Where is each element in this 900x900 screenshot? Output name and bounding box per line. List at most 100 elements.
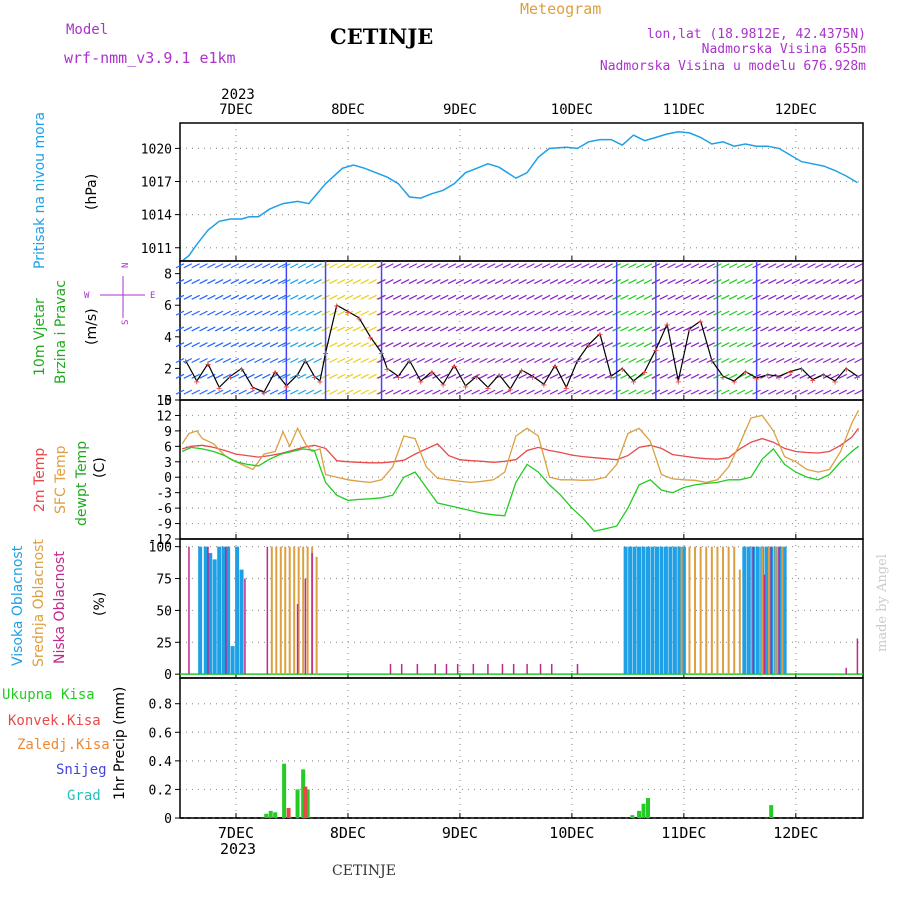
wind-barb	[416, 263, 425, 269]
wind-barb	[289, 389, 299, 395]
wind-barb	[682, 342, 692, 348]
wind-barb	[690, 326, 700, 332]
wind-barb	[588, 294, 598, 300]
wind-ylabel-2: Brzina i Pravac	[53, 280, 69, 384]
wind-barb	[222, 278, 232, 285]
wind-barb	[783, 326, 793, 332]
wind-barb	[344, 389, 354, 395]
cloud-bar	[778, 546, 780, 675]
wind-barb	[526, 263, 535, 269]
precip-panel: 0 0.2 0.4 0.6 0.8	[149, 677, 864, 827]
wind-barb	[667, 263, 676, 269]
wind-barb	[183, 373, 193, 379]
wind-gust-marker: +	[686, 325, 692, 336]
wind-barb	[635, 278, 645, 285]
wind-barb	[526, 326, 535, 332]
wind-barb	[620, 373, 629, 379]
wind-barb	[721, 389, 730, 395]
wind-barb	[487, 278, 496, 285]
panel-frame	[179, 399, 864, 540]
cloud-bar	[774, 546, 777, 675]
wind-gust-marker: +	[323, 349, 329, 360]
wind-barb	[667, 389, 676, 395]
wind-barb	[230, 357, 240, 364]
wind-barb	[854, 373, 863, 379]
cloud-bar	[526, 663, 528, 675]
wind-barb	[846, 357, 855, 364]
wind-barb	[344, 294, 354, 300]
top-day-label: 12DEC	[775, 102, 817, 118]
wind-barb	[269, 357, 279, 364]
wind-barb	[261, 342, 271, 348]
wind-barb	[643, 278, 653, 285]
wind-barb	[620, 357, 629, 364]
wind-barb	[207, 310, 216, 316]
wind-barb	[385, 373, 394, 379]
wind-barb	[768, 326, 777, 332]
wind-barb	[534, 357, 543, 364]
wind-barb	[815, 326, 824, 332]
wind-gust-marker: +	[250, 383, 256, 394]
cloud-bar	[770, 546, 772, 675]
wind-barb	[246, 310, 255, 316]
cloud-bar	[680, 546, 683, 675]
wind-barb	[246, 263, 255, 269]
wind-barb	[455, 310, 465, 316]
wind-barb	[455, 342, 465, 348]
wind-barb	[604, 294, 614, 300]
wind-barb	[183, 389, 193, 395]
wind-barb	[643, 294, 653, 300]
wind-barb	[628, 357, 637, 364]
wind-speed-line	[185, 304, 858, 393]
wind-barb	[439, 278, 449, 285]
wind-barb	[487, 373, 496, 379]
wind-barb	[581, 294, 590, 300]
wind-barb	[392, 389, 402, 395]
wind-barb	[675, 389, 684, 395]
wind-barb	[760, 342, 769, 348]
ytick-label: 0	[164, 471, 172, 486]
precip-bar	[305, 789, 310, 818]
legend-convective-rain: Konvek.Kisa	[8, 713, 101, 729]
wind-barb	[588, 389, 598, 395]
wind-barb	[635, 310, 645, 316]
wind-barb	[502, 278, 512, 285]
wind-barb	[643, 389, 653, 395]
ytick-label: 2	[164, 362, 172, 377]
wind-barb	[269, 278, 279, 285]
wind-barb	[214, 342, 224, 348]
wind-barb	[643, 326, 653, 332]
wind-barb	[313, 357, 322, 364]
wind-barb	[447, 294, 457, 300]
compass-west-label: W	[84, 291, 90, 301]
wind-barb	[573, 389, 582, 395]
cloud-bar	[235, 546, 240, 675]
wind-barb	[336, 389, 346, 395]
wind-barb	[400, 326, 410, 332]
wind-barb	[494, 278, 504, 285]
wind-barb	[494, 342, 504, 348]
wind-barb	[269, 326, 279, 332]
wind-barb	[230, 373, 240, 379]
footer-station-label: CETINJE	[332, 863, 396, 879]
cloud-bar	[646, 546, 651, 675]
wind-barb	[690, 373, 700, 379]
wind-barb	[698, 373, 708, 379]
temp-ylabel-2: SFC Temp	[53, 445, 69, 514]
wind-barb	[238, 294, 247, 300]
wind-barb	[246, 278, 255, 285]
wind-barb	[261, 389, 271, 395]
wind-barb	[721, 373, 730, 379]
wind-barb	[565, 294, 574, 300]
wind-barb	[261, 310, 271, 316]
wind-barb	[846, 263, 855, 269]
wind-barb	[838, 389, 848, 395]
lonlat-label: lon,lat (18.9812E, 42.4375N)	[647, 27, 866, 42]
wind-barb	[768, 294, 777, 300]
wind-barb	[799, 263, 808, 269]
wind-barb	[238, 326, 247, 332]
wind-barb	[518, 389, 527, 395]
wind-barb	[494, 263, 504, 269]
wind-barb	[261, 373, 271, 379]
